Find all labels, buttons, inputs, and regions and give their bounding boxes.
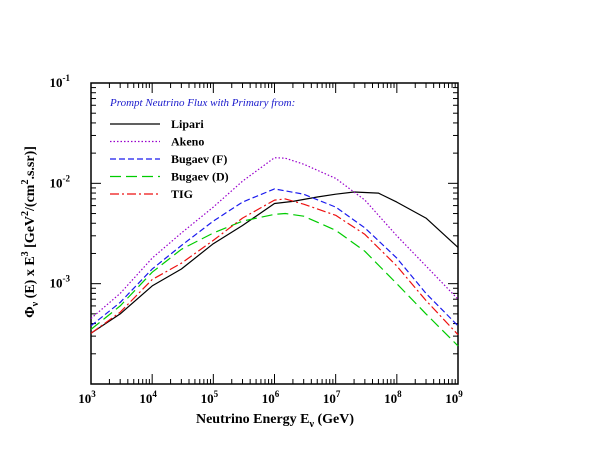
series-line-bugaev-d xyxy=(90,212,459,347)
y-axis-title: Φν (E) x E3 [GeV2/(cm2.s.sr)] xyxy=(20,146,41,318)
legend-label: Akeno xyxy=(171,135,204,149)
legend-item: Bugaev (D) xyxy=(110,170,229,184)
y-tick-label: 10-1 xyxy=(50,73,71,90)
legend-item: Lipari xyxy=(110,117,204,131)
plot-area xyxy=(90,82,459,385)
axis-ticks xyxy=(90,82,459,385)
x-tick-label: 108 xyxy=(384,389,402,406)
y-tick-label: 10-2 xyxy=(50,173,71,190)
x-axis-title: Neutrino Energy Eν (GeV) xyxy=(196,412,354,430)
legend-item: Bugaev (F) xyxy=(110,152,227,166)
legend-label: Bugaev (D) xyxy=(171,170,229,184)
x-tick-label: 109 xyxy=(445,389,463,406)
y-tick-label: 10-3 xyxy=(50,274,71,291)
plot-frame xyxy=(90,82,459,385)
series-line-bugaev-f xyxy=(90,188,459,327)
legend-item: TIG xyxy=(110,187,193,201)
legend-label: TIG xyxy=(171,187,193,201)
series-lines xyxy=(90,157,459,347)
series-line-tig xyxy=(90,198,459,336)
x-axis-title-subscript: ν xyxy=(309,419,315,430)
legend-label: Bugaev (F) xyxy=(171,152,227,166)
y-tick-labels: 10-3 10-2 10-1 xyxy=(50,73,71,291)
legend: Prompt Neutrino Flux with Primary from: … xyxy=(109,97,295,201)
series-line-akeno xyxy=(90,157,459,319)
legend-title: Prompt Neutrino Flux with Primary from: xyxy=(109,97,295,109)
x-tick-label: 105 xyxy=(201,389,219,406)
legend-label: Lipari xyxy=(171,117,204,131)
x-tick-label: 107 xyxy=(323,389,341,406)
x-tick-label: 103 xyxy=(78,389,96,406)
legend-entries: Lipari Akeno Bugaev (F) Bugaev (D) TIG xyxy=(110,117,229,201)
x-tick-labels: 103 104 105 106 107 108 109 xyxy=(78,389,463,406)
legend-item: Akeno xyxy=(110,135,204,149)
x-tick-label: 104 xyxy=(139,389,157,406)
x-tick-label: 106 xyxy=(262,389,280,406)
series-line-lipari xyxy=(90,191,459,334)
